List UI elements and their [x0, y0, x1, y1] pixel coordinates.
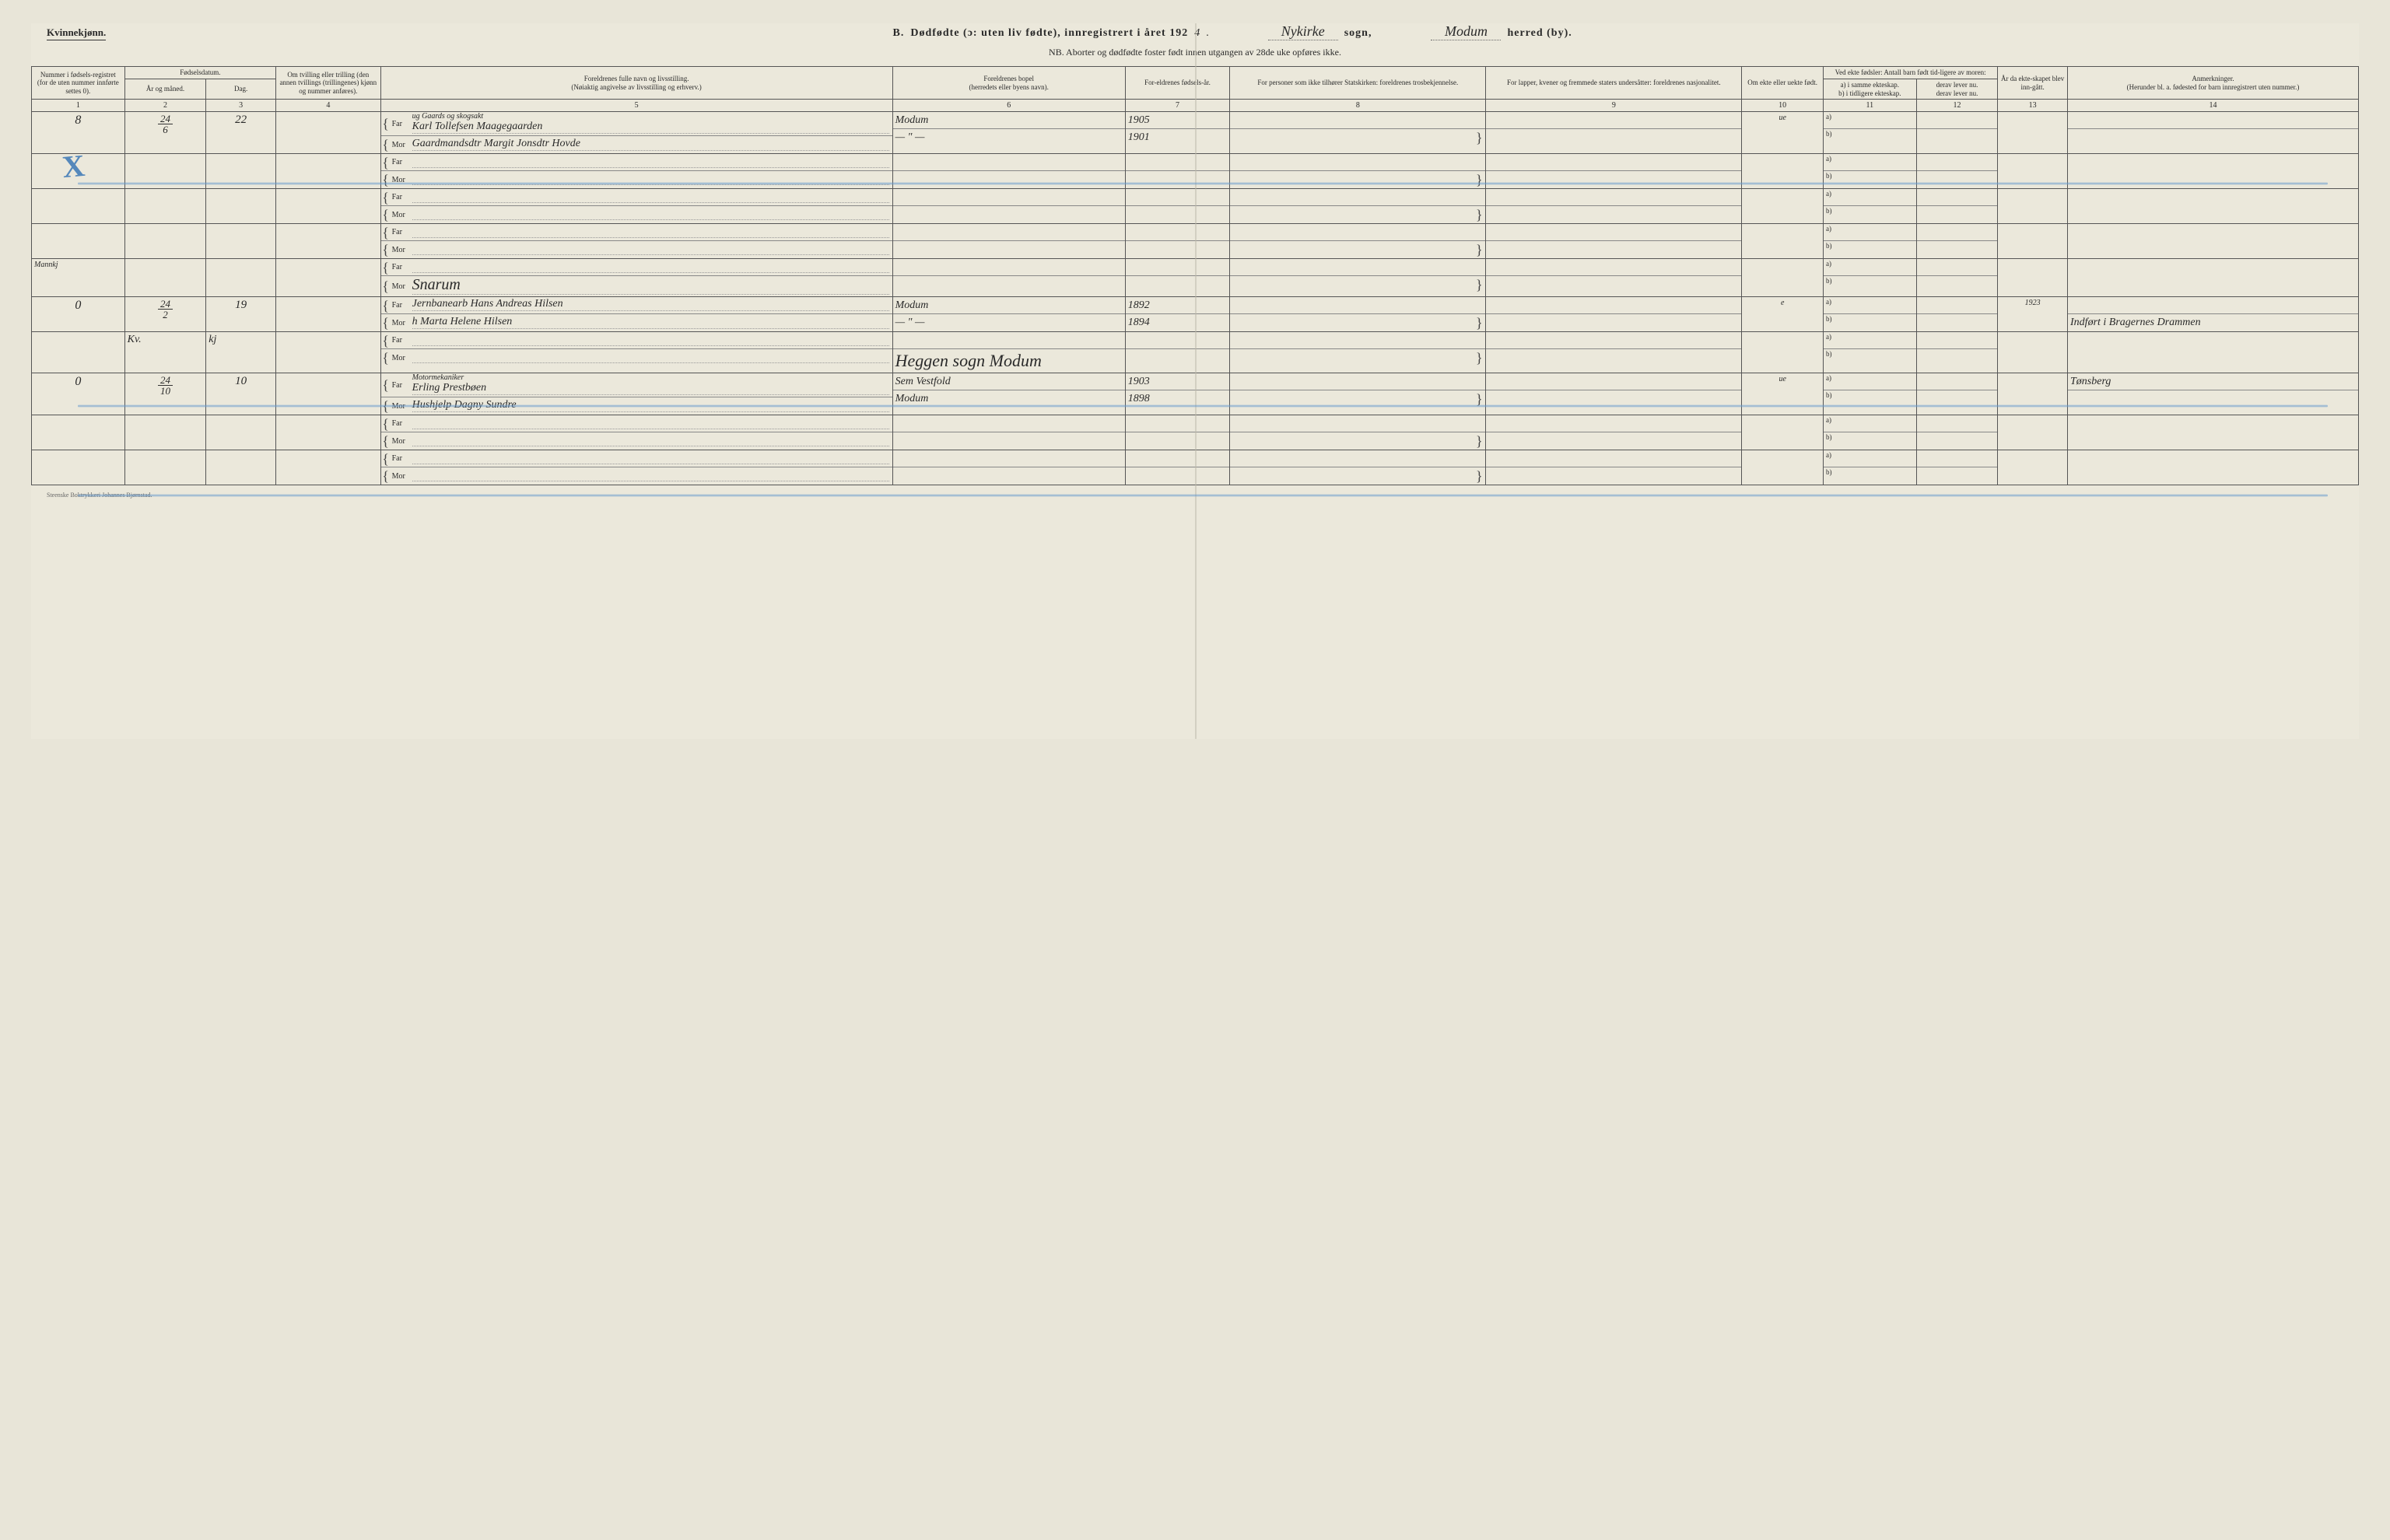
herred-value: Modum	[1431, 23, 1501, 40]
col-12-header: derav lever nu. derav lever nu.	[1916, 79, 1998, 100]
table-body: 824622 {Farug Gaards og skogsaktKarl Tol…	[32, 112, 2359, 485]
col-9-header: For lapper, kvener og fremmede staters u…	[1486, 67, 1742, 100]
col-7-header: For-eldrenes fødsels-år.	[1125, 67, 1230, 100]
col-4-header: Om tvilling eller trilling (den annen tv…	[276, 67, 381, 100]
subtitle: NB. Aborter og dødfødte foster født inne…	[31, 47, 2359, 58]
table-row: {Far {Mor }a)b)	[32, 154, 2359, 189]
table-row: {Far {Mor }a)b)	[32, 189, 2359, 224]
ledger-page: Kvinnekjønn. B. Dødfødte (ɔ: uten liv fø…	[31, 23, 2359, 739]
table-row: Kv.kj {Far {Mor Heggen sogn Modum}a)b)	[32, 332, 2359, 373]
sogn-label: sogn,	[1344, 27, 1372, 40]
col-10-header: Om ekte eller uekte født.	[1742, 67, 1824, 100]
table-row: 0241010 {FarMotormekanikerErling Prestbø…	[32, 373, 2359, 415]
table-row: {Far {Mor }a)b)	[32, 450, 2359, 485]
ledger-table: Nummer i fødsels-registret (for de uten …	[31, 66, 2359, 485]
table-row: 024219 {FarJernbanearb Hans Andreas Hils…	[32, 297, 2359, 332]
header: Kvinnekjønn. B. Dødfødte (ɔ: uten liv fø…	[31, 23, 2359, 40]
col-2a-header: År og måned.	[124, 79, 206, 100]
table-row: 824622 {Farug Gaards og skogsaktKarl Tol…	[32, 112, 2359, 154]
col-11-header-top: Ved ekte fødsler: Antall barn født tid-l…	[1824, 67, 1998, 79]
title-line: B. Dødfødte (ɔ: uten liv fødte), innregi…	[121, 23, 2343, 40]
printer-credit: Steenske Boktrykkeri Johannes Bjørnstad.	[31, 492, 2359, 499]
col-1-header: Nummer i fødsels-registret (for de uten …	[32, 67, 125, 100]
year-suffix: 4	[1194, 27, 1200, 40]
title-prefix: B.	[892, 27, 904, 40]
table-row: {Far {Mor }a)b)	[32, 415, 2359, 450]
herred-label: herred (by).	[1507, 27, 1572, 40]
title-main: Dødfødte (ɔ: uten liv fødte), innregistr…	[910, 27, 1188, 40]
table-row: Mannkj {Far {MorSnarum }a)b)	[32, 259, 2359, 297]
col-14-header: Anmerkninger. (Herunder bl. a. fødested …	[2068, 67, 2359, 100]
col-6-header: Foreldrenes bopel (herredets eller byens…	[892, 67, 1125, 100]
col-2b-header: Dag.	[206, 79, 276, 100]
col-13-header: År da ekte-skapet blev inn-gått.	[1998, 67, 2068, 100]
table-row: {Far {Mor }a)b)	[32, 224, 2359, 259]
col-11a-header: a) i samme ekteskap. b) i tidligere ekte…	[1824, 79, 1917, 100]
sogn-value: Nykirke	[1268, 23, 1338, 40]
gender-label: Kvinnekjønn.	[47, 26, 106, 40]
col-8-header: For personer som ikke tilhører Statskirk…	[1230, 67, 1486, 100]
col-2-header-top: Fødselsdatum.	[124, 67, 275, 79]
table-header: Nummer i fødsels-registret (for de uten …	[32, 67, 2359, 112]
column-number-row: 1 2 3 4 5 6 7 8 9 10 11 12 13 14	[32, 100, 2359, 112]
col-5-header: Foreldrenes fulle navn og livsstilling. …	[380, 67, 892, 100]
